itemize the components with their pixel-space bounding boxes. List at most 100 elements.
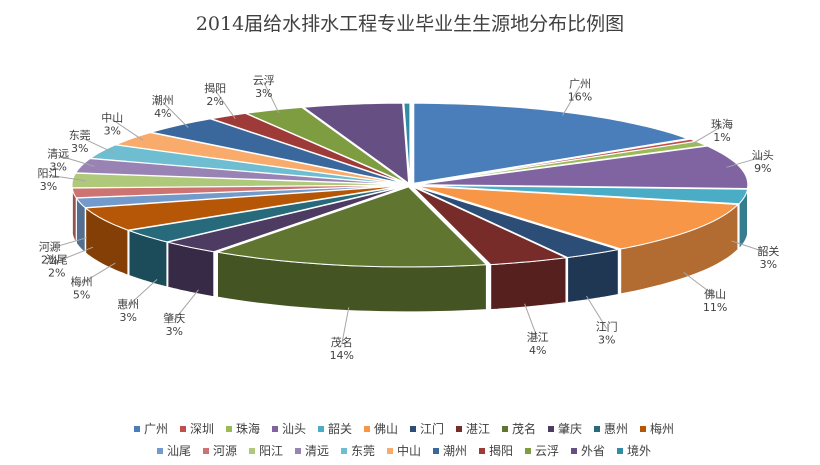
slice-16-label-value: 3% (49, 161, 66, 174)
legend-label-1: 广州 (144, 422, 168, 436)
slice-21-label-value: 3% (255, 87, 272, 100)
slice-15-top (71, 172, 403, 189)
label-leaders (48, 81, 769, 345)
slice-21-leader-line (263, 81, 280, 114)
slice-13-leader-line (56, 246, 94, 263)
legend-swatch-11 (594, 426, 600, 432)
slice-19-label-name: 潮州 (152, 93, 174, 107)
slice-6-label-name: 佛山 (704, 288, 726, 301)
slice-20-leader-line (214, 89, 236, 119)
slice-14-leader-line (49, 237, 87, 249)
legend-label-21: 云浮 (535, 444, 559, 458)
legend-swatch-13 (157, 448, 163, 454)
legend-swatch-19 (433, 448, 439, 454)
slice-18-label-name: 中山 (101, 112, 123, 125)
slice-5-top (417, 184, 749, 205)
slice-22-top (302, 102, 410, 185)
legend-swatch-23 (617, 448, 623, 454)
legend-label-16: 清远 (305, 444, 329, 458)
slice-15-leader-line (48, 174, 86, 182)
slice-14-top (71, 184, 403, 199)
slice-18-leader-line (112, 119, 144, 141)
slice-5-leader-line (731, 240, 769, 254)
legend-swatch-3 (226, 426, 232, 432)
legend-label-15: 阳江 (259, 444, 283, 458)
slice-12-label-value: 5% (73, 288, 90, 301)
slice-12-label-name: 梅州 (71, 274, 93, 288)
legend-swatch-18 (387, 448, 393, 454)
legend-label-3: 珠海 (236, 421, 260, 436)
slice-10-top (167, 186, 405, 253)
chart-title: 2014届给水排水工程专业毕业生生源地分布比例图 (196, 13, 624, 35)
legend-label-6: 佛山 (374, 422, 398, 436)
slice-13-top (75, 184, 403, 209)
legend-label-18: 中山 (397, 443, 421, 458)
slice-14-label-value: 2% (41, 254, 58, 267)
legend-label-12: 梅州 (650, 421, 674, 436)
slice-1-top (413, 102, 688, 184)
legend-label-7: 江门 (420, 421, 444, 436)
slice-21-label-name: 云浮 (253, 74, 275, 87)
slice-10-leader-line (173, 289, 199, 321)
pie-tops (71, 102, 749, 268)
slice-1-leader-line (562, 85, 581, 116)
slice-15-label-value: 3% (40, 180, 57, 193)
legend-label-14: 河源 (213, 444, 237, 458)
slice-20-label-name: 揭阳 (204, 81, 226, 95)
slice-17-label-value: 3% (71, 142, 88, 155)
slice-7-top (414, 186, 619, 259)
slice-1-label-value: 16% (568, 91, 592, 104)
legend-swatch-21 (525, 448, 531, 454)
slice-4-label-name: 汕头 (752, 149, 774, 162)
slice-7-side (567, 248, 619, 304)
legend-label-23: 境外 (627, 443, 651, 458)
legend-label-5: 韶关 (328, 421, 352, 436)
slice-1-label-name: 广州 (569, 78, 591, 91)
slice-19-top (151, 118, 405, 185)
slice-13-label-value: 2% (48, 267, 65, 280)
slice-17-label-name: 东莞 (69, 129, 91, 142)
slice-6-top (416, 185, 740, 250)
slice-3-label-name: 珠海 (711, 117, 733, 131)
legend-swatch-2 (180, 426, 186, 432)
legend-label-22: 外省 (581, 444, 605, 458)
slice-11-leader-line (127, 279, 158, 307)
slice-8-label-name: 湛江 (527, 331, 549, 344)
slice-20-top (211, 112, 406, 184)
legend-label-10: 肇庆 (558, 421, 582, 436)
legend-label-9: 茂名 (512, 421, 536, 436)
slice-12-leader-line (81, 262, 116, 284)
legend-swatch-17 (341, 448, 347, 454)
slice-13-label-name: 汕尾 (46, 254, 68, 267)
legend-swatch-4 (272, 426, 278, 432)
slice-4-label-value: 9% (754, 162, 771, 175)
slice-9-label-name: 茂名 (331, 335, 353, 349)
slice-7-label-name: 江门 (596, 320, 618, 334)
slice-18-top (114, 132, 404, 185)
slice-6-label-value: 11% (703, 301, 727, 314)
slice-14-label-name: 河源 (39, 240, 61, 254)
legend-label-17: 东莞 (351, 444, 375, 458)
slice-20-label-value: 2% (206, 95, 223, 108)
slice-3-leader-line (689, 125, 723, 146)
slice-16-label-name: 清远 (47, 148, 69, 161)
slice-11-label-value: 3% (119, 311, 136, 324)
slice-18-label-value: 3% (104, 125, 121, 138)
slice-10-label-name: 肇庆 (163, 311, 185, 325)
legend-label-19: 潮州 (443, 443, 467, 458)
slice-23-top (403, 102, 411, 184)
legend-swatch-8 (456, 426, 462, 432)
legend-swatch-12 (640, 426, 646, 432)
slice-21-top (244, 106, 408, 184)
slice-9-label-value: 14% (330, 349, 354, 362)
legend-swatch-16 (295, 448, 301, 454)
legend-swatch-22 (571, 448, 577, 454)
slice-12-top (84, 185, 403, 231)
legend-swatch-1 (134, 426, 140, 432)
slice-15-label-name: 阳江 (38, 167, 60, 180)
legend-swatch-15 (249, 448, 255, 454)
slice-3-label-value: 1% (713, 131, 730, 144)
